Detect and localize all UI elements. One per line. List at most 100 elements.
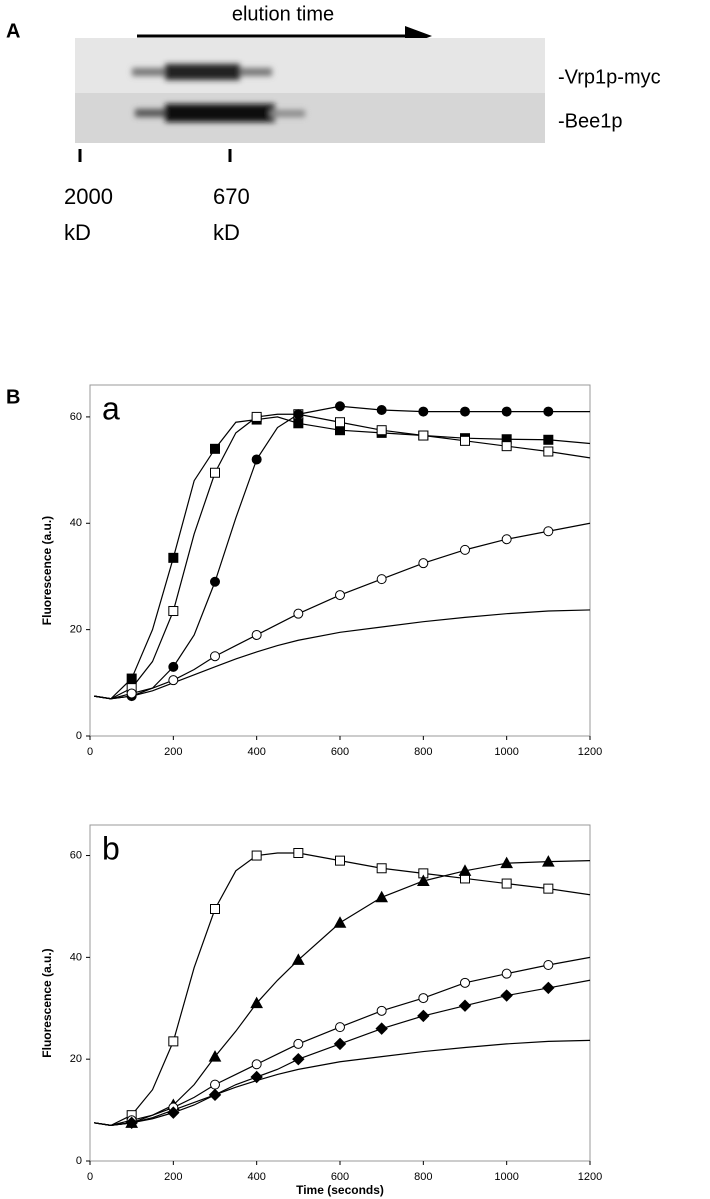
marker [501, 441, 512, 452]
marker [375, 890, 389, 903]
y-axis-title: Fluorescence (a.u.) [40, 516, 54, 625]
series-line [94, 609, 591, 700]
marker [335, 590, 345, 601]
marker [501, 534, 512, 545]
band [270, 110, 305, 117]
marker [168, 552, 179, 563]
marker [376, 1005, 387, 1016]
marker [375, 1022, 388, 1035]
band [165, 104, 275, 122]
x-tick-label: 0 [87, 1171, 93, 1183]
y-tick-label: 60 [70, 849, 82, 861]
marker [458, 999, 472, 1012]
marker [210, 1079, 220, 1090]
marker [376, 404, 387, 415]
x-tick-label: 1000 [494, 746, 518, 758]
marker [418, 993, 429, 1004]
marker [251, 1059, 262, 1070]
marker [543, 526, 554, 537]
y-tick-label: 0 [76, 730, 82, 742]
marker [543, 960, 554, 970]
y-tick-label: 40 [70, 951, 82, 963]
y-axis-title: Fluorescence (a.u.) [40, 948, 54, 1057]
marker [293, 1038, 304, 1049]
marker [293, 848, 304, 858]
marker [376, 425, 387, 436]
marker [210, 904, 220, 914]
marker [460, 977, 470, 988]
series-line [94, 860, 591, 1126]
marker [500, 989, 513, 1002]
series-line [94, 852, 591, 1126]
band [135, 109, 165, 117]
size-unit: kD [213, 220, 240, 245]
x-tick-label: 800 [414, 1171, 432, 1183]
marker [417, 1009, 430, 1023]
marker [168, 661, 179, 672]
marker [418, 406, 429, 417]
marker [543, 406, 554, 417]
marker [541, 855, 555, 867]
marker [542, 981, 555, 995]
marker [376, 863, 387, 874]
marker [543, 434, 554, 445]
gel-bands [132, 64, 305, 122]
marker [251, 454, 262, 465]
marker [543, 446, 554, 457]
y-tick-label: 60 [70, 411, 82, 423]
marker [335, 401, 345, 412]
x-tick-label: 0 [87, 746, 93, 758]
marker [125, 1116, 138, 1130]
x-tick-label: 1200 [578, 746, 602, 758]
marker [333, 1037, 347, 1051]
band [165, 64, 240, 80]
gel-lane [75, 38, 545, 93]
marker [168, 675, 179, 686]
marker [251, 629, 262, 640]
series-line [94, 413, 591, 700]
marker [293, 418, 304, 429]
marker [208, 1088, 222, 1102]
marker [418, 558, 429, 569]
marker [208, 1050, 222, 1062]
marker [333, 916, 347, 928]
marker [460, 435, 470, 446]
x-tick-label: 1200 [578, 1171, 602, 1183]
marker [251, 411, 262, 422]
marker [335, 855, 345, 866]
marker [250, 1070, 263, 1084]
series-line [94, 1039, 591, 1126]
marker [335, 1022, 345, 1033]
marker [501, 878, 512, 889]
marker [376, 574, 387, 585]
lane-label: -Bee1p [558, 110, 623, 132]
marker [416, 874, 430, 886]
marker [167, 1106, 180, 1119]
marker [291, 953, 305, 965]
size-label: 2000 [64, 184, 113, 209]
lane-label: -Vrp1p-myc [558, 66, 661, 88]
marker [126, 673, 137, 684]
size-unit: kD [64, 220, 91, 245]
size-label: 670 [213, 184, 250, 209]
marker [543, 883, 554, 894]
series-line [94, 522, 591, 700]
marker [126, 688, 137, 699]
marker [418, 430, 429, 441]
marker [210, 443, 220, 454]
marker [210, 651, 220, 662]
x-tick-label: 200 [164, 746, 182, 758]
marker [250, 996, 264, 1009]
subplot-label: a [102, 390, 120, 426]
y-tick-label: 20 [70, 624, 82, 636]
x-tick-label: 600 [331, 1171, 349, 1183]
marker [168, 606, 179, 617]
x-tick-label: 400 [247, 746, 265, 758]
marker [251, 850, 262, 861]
marker [293, 409, 304, 420]
marker [500, 856, 514, 869]
marker [460, 544, 470, 555]
y-tick-label: 40 [70, 517, 82, 529]
x-tick-label: 400 [247, 1171, 265, 1183]
